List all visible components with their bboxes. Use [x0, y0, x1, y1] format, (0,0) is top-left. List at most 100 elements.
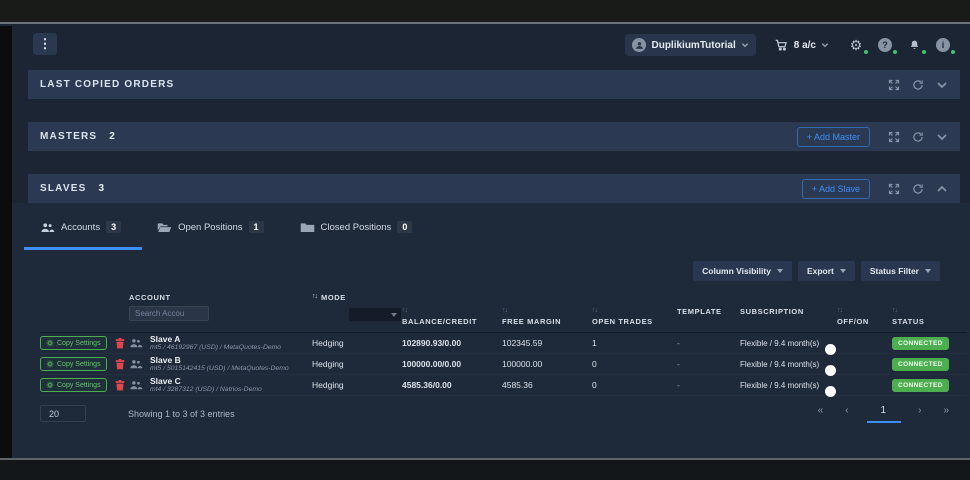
active-page-indicator [866, 421, 901, 423]
refresh-icon[interactable] [912, 79, 924, 91]
column-visibility-button[interactable]: Column Visibility [693, 261, 792, 281]
open-trades-value: 1 [592, 338, 597, 348]
panel-slaves: SLAVES 3 + Add Slave [28, 174, 960, 203]
caret-down-icon [776, 269, 783, 273]
pagination-last[interactable]: » [943, 405, 949, 416]
tab-count: 1 [248, 221, 264, 233]
copy-settings-button[interactable]: Copy Settings [40, 378, 107, 392]
status-badge: CONNECTED [892, 357, 949, 371]
expand-icon[interactable] [888, 183, 900, 195]
gear-icon: ⚙ [849, 37, 863, 53]
sort-icon[interactable]: ↑↓ [592, 307, 598, 314]
cart-accounts-menu[interactable]: 8 a/c [767, 34, 836, 56]
gear-icon [46, 339, 54, 347]
mode-value: Hedging [312, 380, 344, 390]
delete-button[interactable] [115, 358, 125, 370]
mode-filter-select[interactable] [348, 307, 402, 322]
status-filter-label: Status Filter [869, 266, 919, 276]
pagination-first[interactable]: « [817, 405, 824, 416]
column-header-balance[interactable]: ↑↓ BALANCE/CREDIT [402, 293, 502, 332]
kebab-menu-button[interactable]: ⋮ [33, 33, 57, 55]
main-content: ⋮ DuplikiumTutorial 8 a/c ⚙ [12, 26, 970, 458]
bell-icon [910, 40, 918, 49]
toggle-knob [825, 365, 836, 376]
tab-accounts[interactable]: Accounts 3 [40, 221, 122, 237]
user-name-label: DuplikiumTutorial [651, 39, 736, 51]
panel-masters: MASTERS 2 + Add Master [28, 122, 960, 151]
delete-button[interactable] [115, 379, 125, 391]
status-dot [922, 50, 926, 54]
help-button[interactable]: ? [876, 36, 897, 54]
account-name: Slave C [150, 375, 181, 386]
tab-count: 3 [106, 221, 122, 233]
refresh-icon[interactable] [912, 131, 924, 143]
sort-icon[interactable]: ↑↓ [312, 293, 318, 300]
column-header-off-on[interactable]: ↑↓ OFF/ON [837, 293, 892, 332]
page-size-select[interactable]: 20 [40, 405, 86, 422]
account-avatar-icon [129, 338, 143, 348]
column-label: SUBSCRIPTION [740, 307, 804, 316]
status-filter-button[interactable]: Status Filter [860, 261, 940, 281]
refresh-icon[interactable] [912, 183, 924, 195]
expand-icon[interactable] [888, 131, 900, 143]
tab-open-positions[interactable]: Open Positions 1 [157, 221, 264, 237]
account-search-input[interactable] [129, 306, 209, 321]
masters-count: 2 [109, 131, 115, 142]
status-dot [864, 50, 868, 54]
panel-actions: + Add Master [796, 126, 948, 147]
column-header-mode[interactable]: ↑↓ MODE [312, 293, 402, 332]
column-header-account[interactable]: ACCOUNT [129, 293, 312, 332]
subscription-value: Flexible / 9.4 month(s) [740, 338, 820, 348]
expand-icon[interactable] [888, 79, 900, 91]
column-header-status[interactable]: ↑↓ STATUS [892, 293, 967, 332]
slaves-panel-body: Accounts 3 Open Positions 1 Closed Posit… [12, 203, 970, 458]
pagination-page-1[interactable]: 1 [866, 405, 901, 423]
open-trades-value: 0 [592, 359, 597, 369]
settings-button[interactable]: ⚙ [847, 36, 868, 54]
balance-value: 100000.00/0.00 [402, 359, 462, 369]
collapse-chevron-down-icon[interactable] [936, 79, 948, 91]
pagination-prev[interactable]: ‹ [845, 405, 849, 416]
info-button[interactable]: i [934, 36, 955, 54]
balance-value: 4585.36/0.00 [402, 380, 452, 390]
copy-settings-button[interactable]: Copy Settings [40, 336, 107, 350]
free-margin-value: 100000.00 [502, 359, 543, 369]
notifications-button[interactable] [905, 36, 926, 54]
add-slave-button[interactable]: + Add Slave [801, 178, 870, 199]
column-header-subscription[interactable]: SUBSCRIPTION [740, 293, 837, 332]
panel-title: MASTERS [40, 131, 98, 142]
column-header-actions [40, 293, 129, 332]
export-button[interactable]: Export [797, 261, 855, 281]
status-dot [893, 50, 897, 54]
trash-icon [115, 359, 124, 370]
pagination-next[interactable]: › [918, 405, 922, 416]
user-avatar-icon [632, 38, 647, 52]
sort-icon[interactable]: ↑↓ [837, 307, 843, 314]
column-header-free-margin[interactable]: ↑↓ FREE MARGIN [502, 293, 592, 332]
sort-icon[interactable]: ↑↓ [892, 307, 898, 314]
tab-closed-positions[interactable]: Closed Positions 0 [300, 221, 413, 237]
delete-button[interactable] [115, 337, 125, 349]
table-row: Copy Settings Slave C mt4 / 3287312 (USD… [40, 375, 967, 397]
user-menu[interactable]: DuplikiumTutorial [625, 34, 756, 56]
collapse-chevron-down-icon[interactable] [936, 131, 948, 143]
add-master-button[interactable]: + Add Master [796, 126, 870, 147]
sort-icon[interactable]: ↑↓ [402, 307, 408, 314]
left-border-bar [0, 26, 12, 458]
copy-settings-label: Copy Settings [57, 381, 101, 389]
active-tab-indicator [24, 247, 142, 250]
export-label: Export [806, 266, 834, 276]
gear-icon [46, 381, 54, 389]
collapse-chevron-up-icon[interactable] [936, 183, 948, 195]
column-header-template[interactable]: TEMPLATE [677, 293, 740, 332]
toolbar-right-cluster: DuplikiumTutorial 8 a/c ⚙ ? [625, 32, 955, 58]
sort-icon[interactable]: ↑↓ [502, 307, 508, 314]
status-dot [951, 50, 955, 54]
account-avatar-icon [129, 359, 143, 369]
copy-settings-button[interactable]: Copy Settings [40, 357, 107, 371]
panel-title: LAST COPIED ORDERS [40, 79, 175, 90]
cart-icon [775, 39, 787, 51]
column-header-open-trades[interactable]: ↑↓ OPEN TRADES [592, 293, 677, 332]
column-label: TEMPLATE [677, 307, 722, 316]
